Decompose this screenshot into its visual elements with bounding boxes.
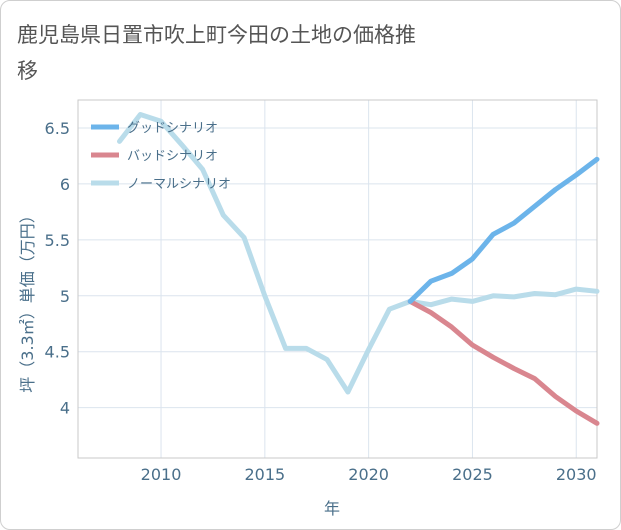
y-axis-title: 坪（3.3㎡）単価（万円） bbox=[18, 207, 37, 392]
x-tick-label: 2020 bbox=[348, 465, 389, 484]
y-tick-label: 5.5 bbox=[45, 231, 70, 250]
series-line-1 bbox=[407, 156, 600, 304]
y-tick-label: 4 bbox=[60, 399, 70, 418]
legend-label: ノーマルシナリオ bbox=[127, 177, 231, 192]
y-tick-label: 6 bbox=[60, 175, 70, 194]
legend-label: バッドシナリオ bbox=[127, 149, 218, 164]
legend-item[interactable]: グッドシナリオ bbox=[91, 121, 218, 136]
legend-label: グッドシナリオ bbox=[127, 121, 218, 136]
plot-frame bbox=[77, 99, 598, 459]
series-line-3 bbox=[117, 112, 600, 395]
legend-item[interactable]: バッドシナリオ bbox=[91, 149, 218, 164]
x-axis-title: 年 bbox=[324, 499, 340, 518]
x-tick-label: 2030 bbox=[556, 465, 597, 484]
grid bbox=[78, 100, 597, 458]
x-tick-label: 2025 bbox=[452, 465, 493, 484]
legend-item[interactable]: ノーマルシナリオ bbox=[91, 177, 231, 192]
y-tick-labels: 4 4.5 5 5.5 6 6.5 bbox=[45, 119, 70, 418]
y-tick-label: 5 bbox=[60, 287, 70, 306]
x-tick-label: 2015 bbox=[244, 465, 285, 484]
y-tick-label: 6.5 bbox=[45, 119, 70, 138]
series-line-2 bbox=[407, 298, 600, 426]
x-tick-labels: 2010 2015 2020 2025 2030 bbox=[141, 465, 597, 484]
y-tick-label: 4.5 bbox=[45, 343, 70, 362]
series-lines bbox=[117, 112, 600, 426]
chart-title: 鹿児島県日置市吹上町今田の土地の価格推移 bbox=[17, 23, 416, 83]
x-tick-label: 2010 bbox=[141, 465, 182, 484]
